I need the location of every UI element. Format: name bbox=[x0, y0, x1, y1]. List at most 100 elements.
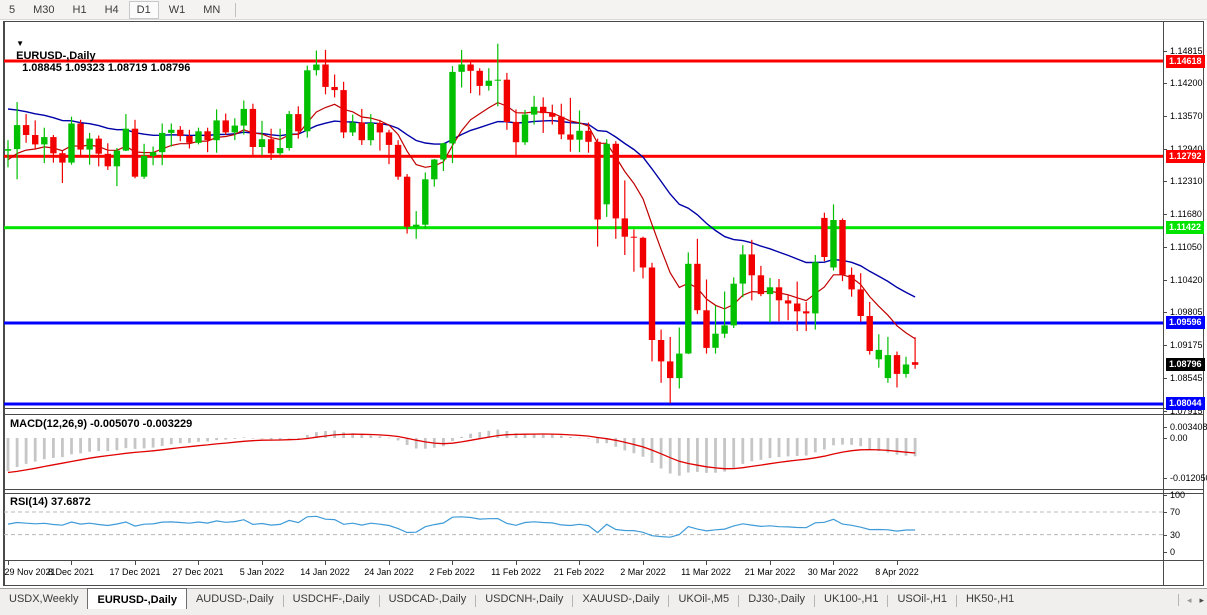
axis-tick bbox=[1163, 83, 1167, 84]
rsi-axis-label: 0 bbox=[1170, 547, 1176, 557]
date-tick bbox=[516, 561, 517, 565]
tab-separator bbox=[887, 595, 889, 607]
date-tick bbox=[770, 561, 771, 565]
macd-axis-label: 0.00 bbox=[1170, 433, 1188, 443]
timeframe-button-mn[interactable]: MN bbox=[203, 3, 221, 16]
rsi-pane-bottom-border bbox=[3, 560, 1203, 561]
price-axis-label: 1.09175 bbox=[1170, 340, 1203, 350]
axis-tick bbox=[1163, 438, 1167, 439]
axis-tick bbox=[1163, 345, 1167, 346]
date-axis-label: 2 Mar 2022 bbox=[620, 567, 666, 577]
tab-separator bbox=[814, 595, 816, 607]
chart-tab-audusd-daily[interactable]: AUDUSD-,Daily bbox=[195, 593, 274, 605]
price-chart-canvas[interactable] bbox=[0, 22, 1163, 408]
main-pane-bottom-border bbox=[3, 408, 1203, 409]
chart-tab-usdcnh-daily[interactable]: USDCNH-,Daily bbox=[485, 593, 564, 605]
chart-tab-uk100-h1[interactable]: UK100-,H1 bbox=[824, 593, 879, 605]
price-axis-label: 1.14200 bbox=[1170, 78, 1203, 88]
tab-separator bbox=[475, 595, 477, 607]
chart-dropdown-icon[interactable]: ▼ bbox=[16, 39, 25, 48]
price-level-badge: 1.12792 bbox=[1166, 150, 1205, 163]
date-axis-label: 21 Mar 2022 bbox=[744, 567, 796, 577]
tab-separator bbox=[738, 595, 740, 607]
price-axis-label: 1.11680 bbox=[1170, 209, 1202, 219]
macd-pane-bottom-border bbox=[3, 489, 1203, 490]
timeframe-button-h4[interactable]: H4 bbox=[104, 3, 119, 16]
chart-symbol-label: EURUSD-,Daily bbox=[16, 50, 96, 62]
price-level-badge: 1.14618 bbox=[1166, 55, 1205, 68]
axis-tick bbox=[1163, 478, 1167, 479]
tab-separator bbox=[572, 595, 574, 607]
macd-axis-label: 0.003408 bbox=[1170, 422, 1207, 432]
date-axis-label: 27 Dec 2021 bbox=[172, 567, 224, 577]
date-axis-label: 8 Dec 2021 bbox=[47, 567, 95, 577]
date-tick bbox=[135, 561, 136, 565]
price-axis-label: 1.10420 bbox=[1170, 275, 1203, 285]
price-axis-label: 1.12940 bbox=[1170, 144, 1203, 154]
tab-scroll-left-icon[interactable]: ◂ bbox=[1186, 594, 1192, 605]
chart-tab-usdcad-daily[interactable]: USDCAD-,Daily bbox=[388, 593, 467, 605]
date-axis-label: 21 Feb 2022 bbox=[553, 567, 605, 577]
date-tick bbox=[643, 561, 644, 565]
timeframe-button-h1[interactable]: H1 bbox=[72, 3, 87, 16]
chart-tab-xauusd-daily[interactable]: XAUUSD-,Daily bbox=[582, 593, 660, 605]
chart-tab-bar: USDX,Weekly EURUSD-,Daily AUDUSD-,Daily USD… bbox=[0, 588, 1207, 615]
current-price-badge: 1.08796 bbox=[1166, 358, 1205, 371]
date-axis-label: 14 Jan 2022 bbox=[300, 567, 350, 577]
chart-tab-ukoil-m5[interactable]: UKOil-,M5 bbox=[678, 593, 730, 605]
date-tick bbox=[8, 561, 9, 565]
date-tick bbox=[325, 561, 326, 565]
date-tick bbox=[452, 561, 453, 565]
date-axis-label: 5 Jan 2022 bbox=[239, 567, 285, 577]
timeframe-button-5[interactable]: 5 bbox=[9, 3, 16, 16]
rsi-pane-top-border bbox=[3, 493, 1203, 494]
date-tick bbox=[706, 561, 707, 565]
chart-tab-usdx-weekly[interactable]: USDX,Weekly bbox=[9, 593, 79, 605]
timeframe-toolbar: 5 M30 H1 H4 D1 W1 MN bbox=[0, 0, 1207, 20]
price-axis-label: 1.13570 bbox=[1170, 111, 1203, 121]
tab-scroll-separator bbox=[1177, 594, 1179, 606]
tab-separator bbox=[955, 595, 957, 607]
axis-tick bbox=[1163, 535, 1167, 536]
date-axis-label: 11 Mar 2022 bbox=[681, 567, 731, 577]
axis-tick bbox=[1163, 512, 1167, 513]
timeframe-button-w1[interactable]: W1 bbox=[168, 3, 186, 16]
price-axis[interactable]: 1.14815 1.14200 1.13570 1.12940 1.12310 1.116… bbox=[1163, 21, 1207, 561]
date-axis[interactable]: 29 Nov 2021 8 Dec 2021 17 Dec 2021 27 Dec 2… bbox=[0, 561, 1163, 585]
chart-tab-hk50-h1[interactable]: HK50-,H1 bbox=[965, 593, 1015, 605]
axis-tick bbox=[1163, 280, 1167, 281]
axis-separator-vertical bbox=[1163, 21, 1164, 585]
axis-tick bbox=[1163, 552, 1167, 553]
price-axis-label: 1.08545 bbox=[1170, 373, 1203, 383]
tab-scroll-right-icon[interactable]: ▸ bbox=[1199, 594, 1204, 605]
chart-tab-eurusd-daily[interactable]: EURUSD-,Daily bbox=[87, 588, 187, 609]
chart-tab-usdchf-daily[interactable]: USDCHF-,Daily bbox=[292, 593, 370, 605]
date-tick bbox=[897, 561, 898, 565]
window-border-left bbox=[3, 21, 5, 586]
date-axis-label: 24 Jan 2022 bbox=[364, 567, 414, 577]
window-border-bottom bbox=[3, 585, 1204, 586]
chart-tab-usoil-h1[interactable]: USOil-,H1 bbox=[897, 593, 947, 605]
axis-tick bbox=[1163, 247, 1167, 248]
timeframe-button-d1[interactable]: D1 bbox=[128, 0, 159, 19]
tab-scroll-controls: ◂ ▸ bbox=[1177, 594, 1204, 606]
axis-tick bbox=[1163, 378, 1167, 379]
rsi-indicator-canvas[interactable] bbox=[0, 494, 1163, 560]
date-axis-label: 11 Feb 2022 bbox=[491, 567, 541, 577]
date-tick bbox=[389, 561, 390, 565]
axis-tick bbox=[1163, 312, 1167, 313]
tab-separator bbox=[282, 595, 284, 607]
timeframe-button-m30[interactable]: M30 bbox=[33, 3, 55, 16]
date-tick bbox=[833, 561, 834, 565]
chart-ohlc-values: 1.08845 1.09323 1.08719 1.08796 bbox=[22, 62, 191, 74]
chart-title: ▼ EURUSD-,Daily 1.08845 1.09323 1.08719 … bbox=[10, 26, 190, 74]
macd-indicator-canvas[interactable] bbox=[0, 415, 1163, 489]
date-tick bbox=[579, 561, 580, 565]
date-tick bbox=[198, 561, 199, 565]
price-axis-label: 1.09805 bbox=[1170, 307, 1203, 317]
window-border-top bbox=[3, 21, 1204, 22]
rsi-axis-label: 70 bbox=[1170, 507, 1181, 517]
axis-tick bbox=[1163, 181, 1167, 182]
window-border-right bbox=[1203, 21, 1204, 586]
chart-tab-dj30-daily[interactable]: DJ30-,Daily bbox=[748, 593, 806, 605]
